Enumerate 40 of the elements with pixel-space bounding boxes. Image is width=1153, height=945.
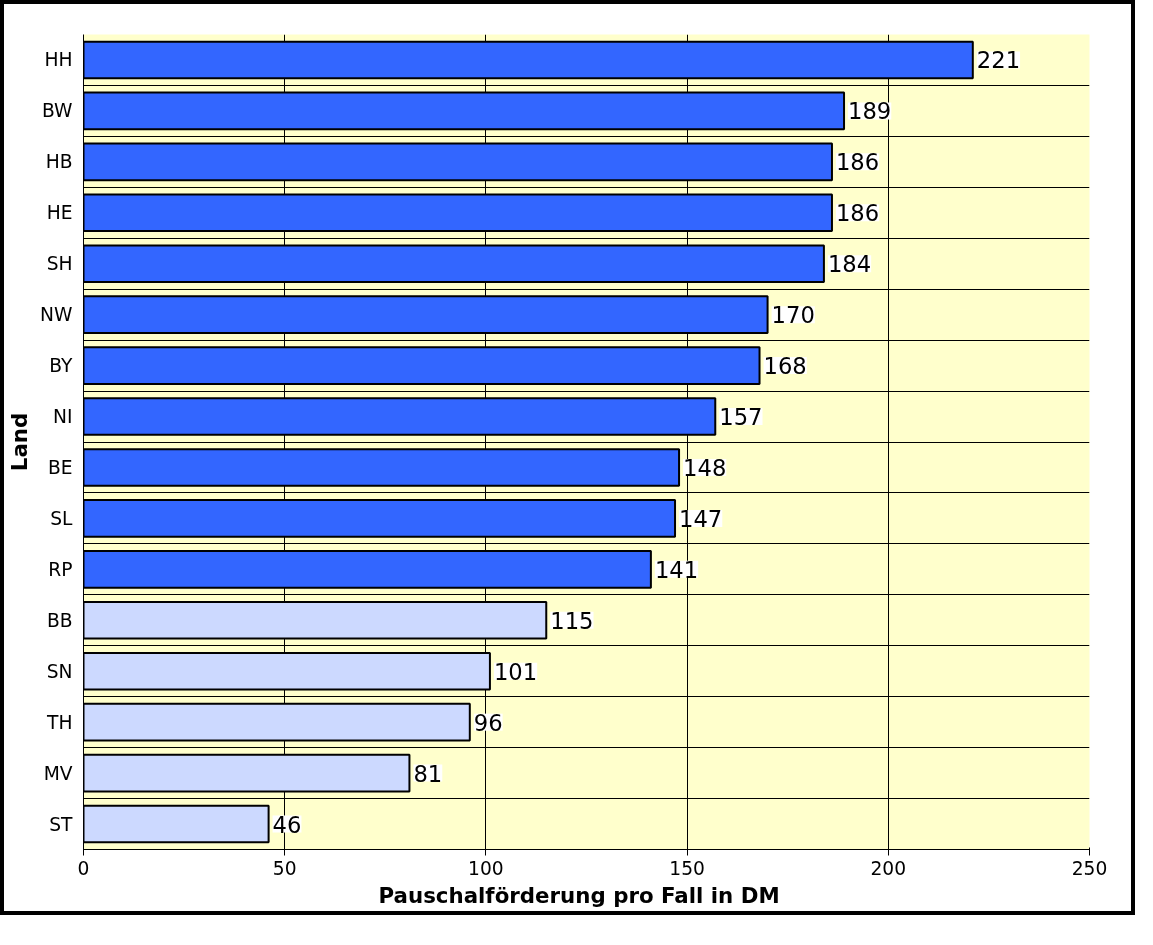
data-label: 186 (835, 200, 880, 227)
y-tick-label: ST (49, 813, 74, 835)
data-label: 81 (413, 760, 443, 787)
data-label: 168 (763, 353, 807, 380)
y-tick-label: NW (40, 304, 73, 326)
data-label: 184 (827, 251, 872, 278)
data-label: 96 (473, 709, 503, 736)
y-tick-label: SH (46, 253, 73, 275)
y-tick-label: NI (53, 406, 73, 428)
data-label: 148 (683, 454, 727, 481)
y-tick-label: RP (48, 558, 73, 580)
data-label: 147 (679, 505, 723, 532)
data-label: 101 (493, 658, 538, 685)
x-axis-title: Pauschalförderung pro Fall in DM (378, 882, 780, 908)
x-tick-label: 200 (870, 857, 907, 879)
y-axis-title: Land (7, 412, 33, 472)
y-tick-label: BB (46, 609, 73, 631)
y-tick-label: TH (46, 711, 73, 733)
data-label: 46 (272, 811, 302, 838)
y-tick-label: BE (47, 456, 73, 478)
data-label: 221 (976, 47, 1021, 74)
data-label: 170 (771, 302, 815, 329)
x-tick-label: 250 (1071, 857, 1108, 879)
y-tick-label: BW (41, 100, 73, 122)
y-tick-label: MV (43, 762, 73, 784)
x-tick-label: 50 (272, 857, 297, 879)
y-tick-label: HH (44, 49, 73, 71)
y-tick-label: HE (46, 202, 73, 224)
data-label: 115 (550, 607, 594, 634)
y-tick-label: HB (45, 151, 73, 173)
data-label: 186 (835, 149, 880, 176)
y-tick-label: BY (49, 355, 74, 377)
x-tick-label: 150 (669, 857, 705, 879)
x-tick-label: 100 (468, 857, 504, 879)
y-tick-label: SN (46, 660, 73, 682)
y-tick-label: SL (50, 507, 74, 529)
data-label: 189 (848, 98, 892, 125)
data-label: 157 (719, 404, 763, 431)
x-tick-label: 0 (77, 857, 90, 879)
data-label: 141 (654, 556, 699, 583)
